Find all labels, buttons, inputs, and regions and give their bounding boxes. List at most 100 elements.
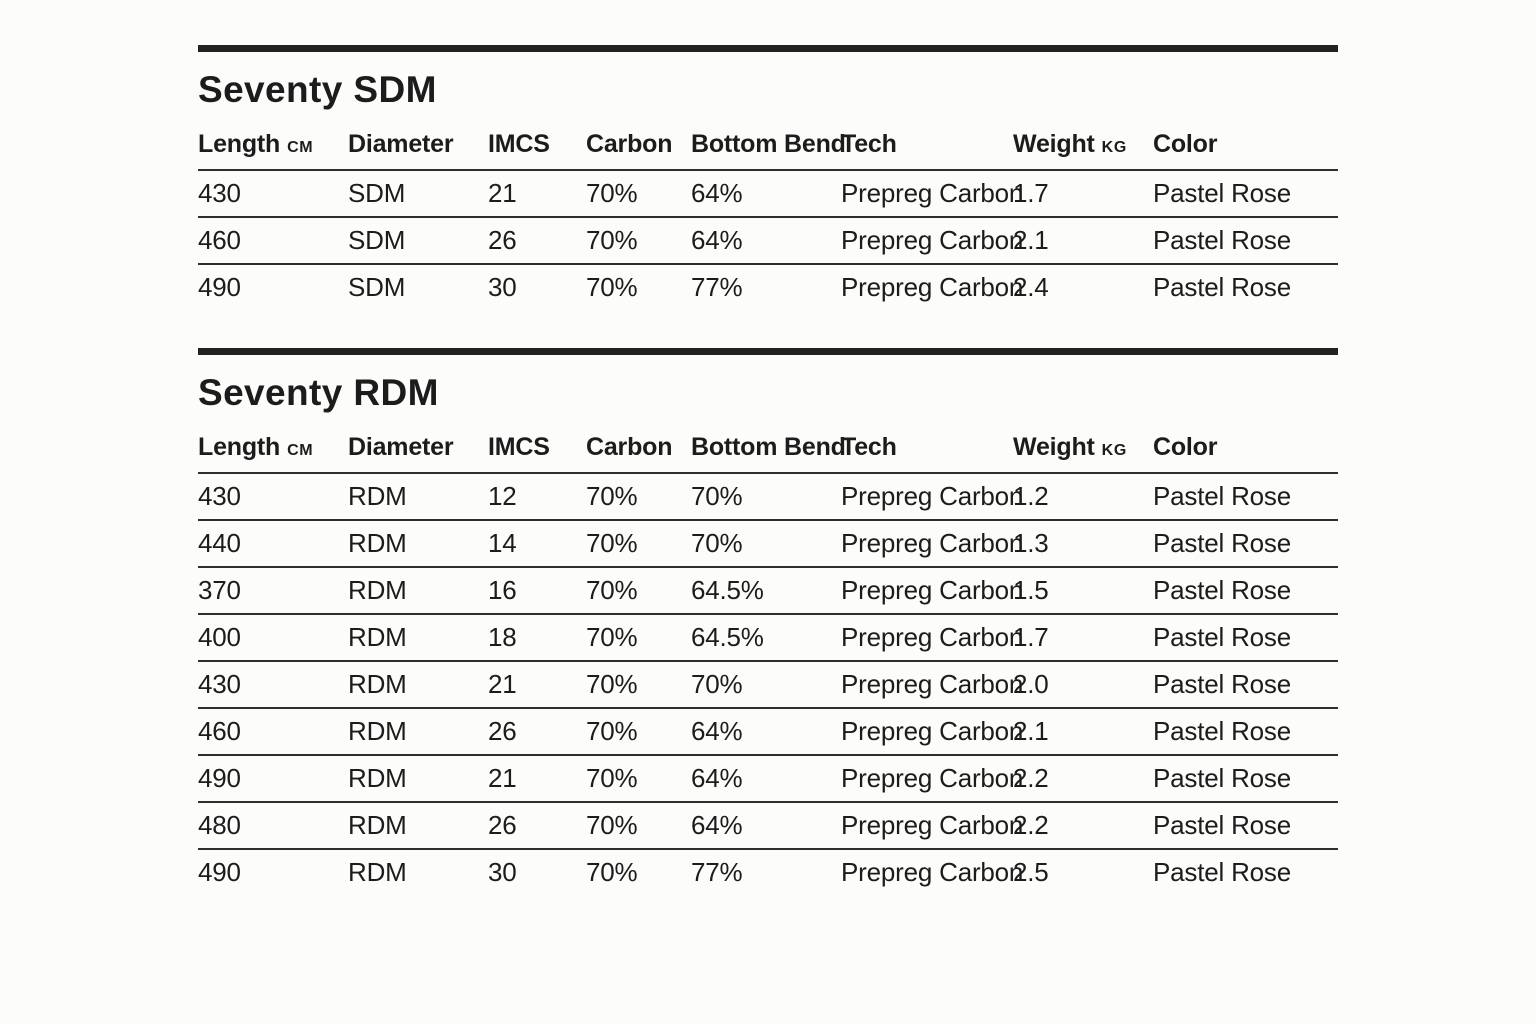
table-cell: 12 [488,471,586,520]
column-header: Carbon [586,117,691,171]
table-cell: 64.5% [691,612,841,661]
header-unit: KG [1101,441,1127,459]
table-cell: 70% [691,659,841,708]
table-cell: Pastel Rose [1153,565,1338,614]
table-cell: 21 [488,168,586,217]
table-cell: 490 [198,262,348,310]
table-cell: 70% [586,518,691,567]
table-cell: RDM [348,706,488,755]
table-cell: 70% [586,753,691,802]
table-cell: 370 [198,565,348,614]
header-label: Tech [841,432,897,461]
header-unit: KG [1101,138,1127,156]
table-cell: Prepreg Carbon [841,215,1023,264]
table-cell: Prepreg Carbon [841,800,1023,849]
table-cell: Prepreg Carbon [841,753,1023,802]
table-cell: 2.4 [1013,262,1153,310]
table-cell: 70% [691,471,841,520]
table-cell: Pastel Rose [1153,753,1338,802]
section-divider [198,45,1338,52]
table-cell: 440 [198,518,348,567]
table-cell: 400 [198,612,348,661]
table-cell: 2.0 [1013,659,1153,708]
table-cell: Prepreg Carbon [841,471,1023,520]
header-label: Color [1153,432,1218,461]
header-label: Length [198,129,281,158]
table-cell: 480 [198,800,348,849]
table-cell: 1.7 [1013,612,1153,661]
spec-table: Length CM Diameter IMCS Carbon Bottom Bend Tec… [198,117,1338,310]
table-cell: Prepreg Carbon [841,659,1023,708]
spec-table-section: Seventy RDM Length CM Diameter IMCS Carbon Bo… [198,347,1338,895]
column-header: Tech [841,420,1013,474]
header-label: Carbon [586,129,673,158]
table-cell: Prepreg Carbon [841,565,1023,614]
table-cell: RDM [348,518,488,567]
table-cell: 64% [691,168,841,217]
spec-table: Length CM Diameter IMCS Carbon Bottom Bend Tec… [198,420,1338,895]
column-header: Diameter [348,420,488,474]
header-label: Tech [841,129,897,158]
table-cell: 64% [691,706,841,755]
table-cell: 26 [488,706,586,755]
table-cell: 30 [488,262,586,310]
table-row: 430 SDM 21 70% 64% Prepreg Carbon 1.7 Pastel Ro… [198,168,1338,217]
header-label: Carbon [586,432,673,461]
table-cell: 490 [198,847,348,895]
table-cell: 2.1 [1013,215,1153,264]
table-cell: 430 [198,168,348,217]
section-title: Seventy SDM [198,69,437,110]
table-cell: 14 [488,518,586,567]
table-row: 490 RDM 21 70% 64% Prepreg Carbon 2.2 Pastel Ro… [198,753,1338,802]
table-cell: 64% [691,753,841,802]
table-cell: RDM [348,847,488,895]
table-cell: 70% [586,471,691,520]
spec-table-section: Seventy SDM Length CM Diameter IMCS Carbon Bo… [198,45,1338,310]
header-label: Weight [1013,129,1095,158]
table-cell: 1.3 [1013,518,1153,567]
column-header: Bottom Bend [691,117,846,171]
table-cell: Pastel Rose [1153,706,1338,755]
table-cell: Pastel Rose [1153,471,1338,520]
header-label: IMCS [488,432,550,461]
table-cell: 30 [488,847,586,895]
table-cell: RDM [348,565,488,614]
section-title: Seventy RDM [198,371,439,413]
table-cell: 70% [586,215,691,264]
column-header: Tech [841,117,1013,171]
table-row: 490 RDM 30 70% 77% Prepreg Carbon 2.5 Pastel Ro… [198,847,1338,895]
table-cell: Prepreg Carbon [841,262,1023,310]
table-cell: SDM [348,168,488,217]
table-cell: Prepreg Carbon [841,518,1023,567]
table-cell: 64% [691,215,841,264]
table-cell: 70% [586,659,691,708]
table-cell: Pastel Rose [1153,518,1338,567]
column-header: Color [1153,117,1338,171]
table-cell: SDM [348,262,488,310]
table-cell: 77% [691,847,841,895]
table-cell: Pastel Rose [1153,800,1338,849]
table-cell: RDM [348,471,488,520]
table-cell: Prepreg Carbon [841,706,1023,755]
header-unit: CM [287,441,314,459]
header-row: Length CM Diameter IMCS Carbon Bottom Bend Tec… [198,117,1338,171]
table-row: 430 RDM 12 70% 70% Prepreg Carbon 1.2 Pastel Ro… [198,471,1338,520]
table-cell: 18 [488,612,586,661]
header-label: Weight [1013,432,1095,461]
table-cell: Prepreg Carbon [841,168,1023,217]
table-cell: SDM [348,215,488,264]
table-cell: RDM [348,659,488,708]
table-cell: Pastel Rose [1153,262,1338,310]
table-cell: 16 [488,565,586,614]
column-header: Carbon [586,420,691,474]
table-cell: RDM [348,800,488,849]
table-row: 440 RDM 14 70% 70% Prepreg Carbon 1.3 Pastel Ro… [198,518,1338,567]
table-cell: RDM [348,753,488,802]
table-cell: 1.2 [1013,471,1153,520]
column-header: Color [1153,420,1338,474]
table-cell: 70% [586,565,691,614]
table-cell: 2.5 [1013,847,1153,895]
table-cell: 64.5% [691,565,841,614]
column-header: Weight KG [1013,420,1153,474]
column-header: Bottom Bend [691,420,846,474]
